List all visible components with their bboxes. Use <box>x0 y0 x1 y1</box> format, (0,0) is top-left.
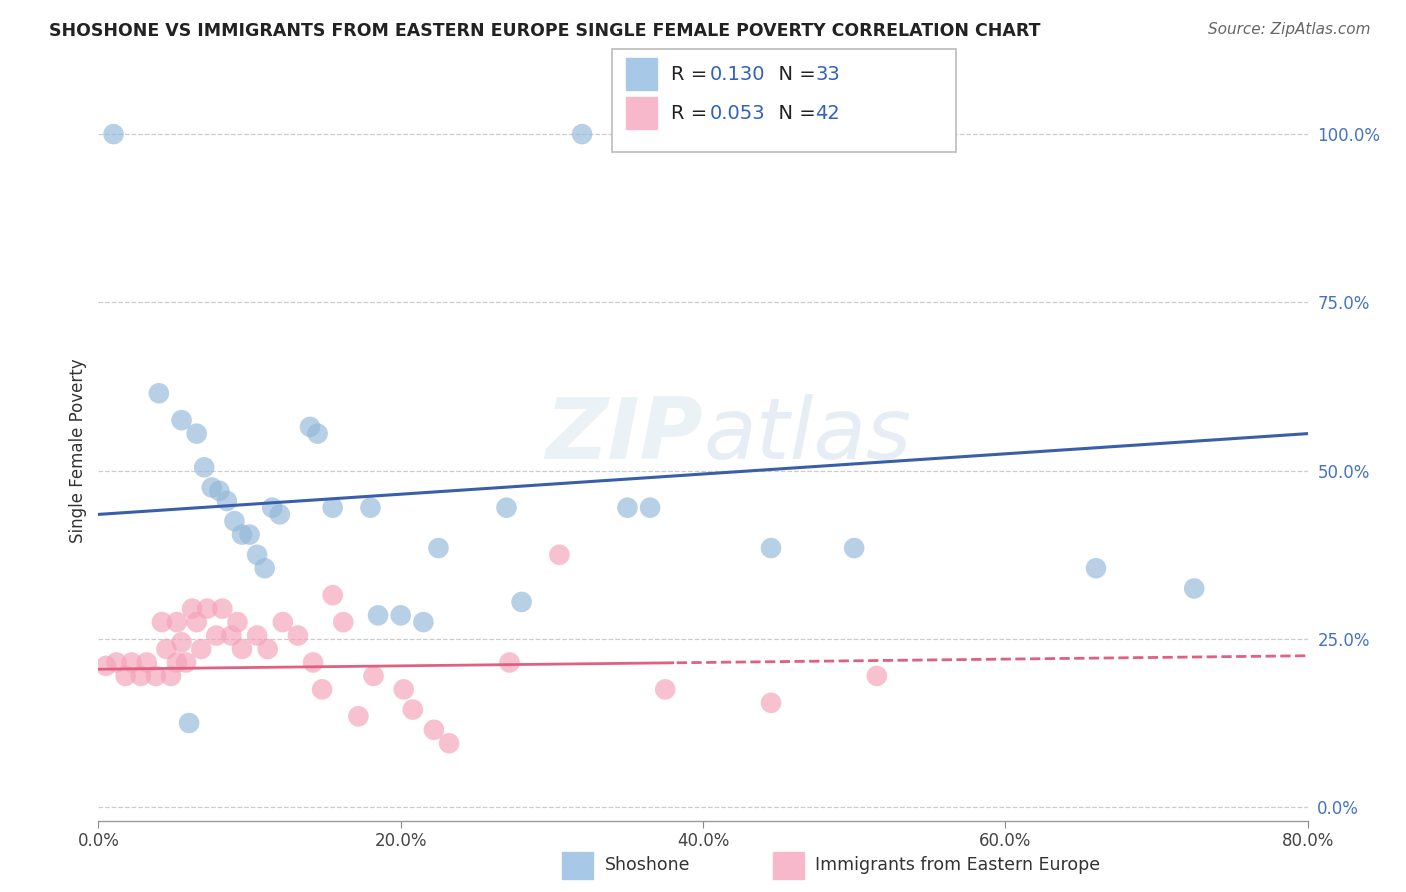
Point <box>103 127 125 141</box>
Point <box>195 601 218 615</box>
Point <box>135 656 157 670</box>
Point <box>166 615 188 629</box>
Point <box>221 629 243 643</box>
Point <box>392 682 415 697</box>
Point <box>170 413 193 427</box>
Point <box>155 642 177 657</box>
Point <box>423 723 446 737</box>
Point <box>498 656 520 670</box>
Point <box>363 669 385 683</box>
Point <box>94 658 117 673</box>
Point <box>211 601 233 615</box>
Point <box>389 608 412 623</box>
Point <box>638 500 661 515</box>
Point <box>271 615 294 629</box>
Point <box>205 629 228 643</box>
Point <box>299 420 322 434</box>
Point <box>866 669 889 683</box>
Point <box>367 608 389 623</box>
Point <box>322 500 344 515</box>
Text: ZIP: ZIP <box>546 394 703 477</box>
Point <box>246 548 269 562</box>
Point <box>510 595 533 609</box>
Point <box>208 483 231 498</box>
Point <box>360 500 382 515</box>
Point <box>166 656 188 670</box>
Point <box>150 615 173 629</box>
Text: Shoshone: Shoshone <box>605 856 690 874</box>
Point <box>215 494 238 508</box>
Point <box>347 709 370 723</box>
Point <box>269 508 291 522</box>
Point <box>1085 561 1108 575</box>
Text: 0.130: 0.130 <box>710 64 765 84</box>
Point <box>844 541 866 555</box>
Point <box>224 514 246 528</box>
Text: N =: N = <box>766 64 823 84</box>
Text: 33: 33 <box>815 64 841 84</box>
Point <box>253 561 276 575</box>
Point <box>186 615 208 629</box>
Text: 0.053: 0.053 <box>710 103 766 123</box>
Y-axis label: Single Female Poverty: Single Female Poverty <box>69 359 87 542</box>
Point <box>160 669 183 683</box>
Point <box>759 541 782 555</box>
Point <box>548 548 571 562</box>
Point <box>437 736 460 750</box>
Point <box>302 656 325 670</box>
Point <box>174 656 197 670</box>
Point <box>231 527 253 541</box>
Point <box>246 629 269 643</box>
Point <box>495 500 517 515</box>
Point <box>427 541 450 555</box>
Point <box>105 656 128 670</box>
Point <box>571 127 593 141</box>
Point <box>322 588 344 602</box>
Point <box>654 682 676 697</box>
Text: R =: R = <box>671 103 713 123</box>
Point <box>402 703 425 717</box>
Point <box>148 386 170 401</box>
Point <box>186 426 208 441</box>
Point <box>193 460 215 475</box>
Point <box>179 716 201 731</box>
Point <box>226 615 249 629</box>
Point <box>190 642 212 657</box>
Point <box>1182 582 1205 596</box>
Point <box>121 656 143 670</box>
Point <box>287 629 309 643</box>
Point <box>307 426 329 441</box>
Point <box>256 642 278 657</box>
Point <box>170 635 193 649</box>
Point <box>311 682 333 697</box>
Point <box>231 642 253 657</box>
Text: 42: 42 <box>815 103 841 123</box>
Point <box>145 669 167 683</box>
Point <box>239 527 262 541</box>
Text: R =: R = <box>671 64 713 84</box>
Point <box>129 669 152 683</box>
Point <box>201 481 224 495</box>
Point <box>759 696 782 710</box>
Text: Source: ZipAtlas.com: Source: ZipAtlas.com <box>1208 22 1371 37</box>
Point <box>332 615 354 629</box>
Point <box>412 615 434 629</box>
Text: N =: N = <box>766 103 823 123</box>
Point <box>114 669 136 683</box>
Text: SHOSHONE VS IMMIGRANTS FROM EASTERN EUROPE SINGLE FEMALE POVERTY CORRELATION CHA: SHOSHONE VS IMMIGRANTS FROM EASTERN EURO… <box>49 22 1040 40</box>
Point <box>181 601 204 615</box>
Text: atlas: atlas <box>703 394 911 477</box>
Text: Immigrants from Eastern Europe: Immigrants from Eastern Europe <box>815 856 1101 874</box>
Point <box>262 500 284 515</box>
Point <box>616 500 638 515</box>
